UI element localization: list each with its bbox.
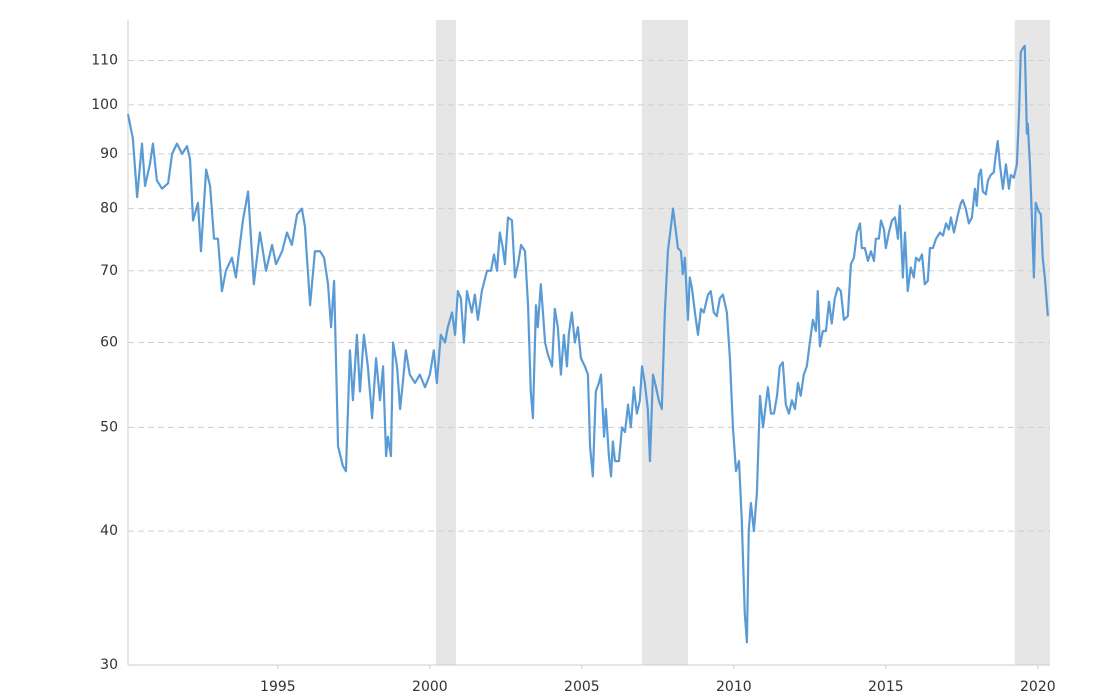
data-line [126, 44, 1049, 644]
y-tick-label: 30 [100, 657, 118, 673]
y-tick-label: 40 [100, 523, 118, 539]
y-tick-label: 70 [100, 263, 118, 279]
y-tick-label: 100 [91, 97, 118, 113]
y-tick-label: 80 [100, 201, 118, 217]
y-tick-label: 50 [100, 419, 118, 435]
x-tick-label: 1995 [260, 679, 296, 695]
x-tick-label: 2010 [716, 679, 752, 695]
x-tick-label: 2015 [868, 679, 904, 695]
y-tick-label: 110 [91, 52, 118, 68]
x-tick-label: 2020 [1020, 679, 1056, 695]
y-tick-label: 60 [100, 335, 118, 351]
x-tick-label: 2000 [412, 679, 448, 695]
y-tick-label: 90 [100, 146, 118, 162]
x-tick-label: 2005 [564, 679, 600, 695]
